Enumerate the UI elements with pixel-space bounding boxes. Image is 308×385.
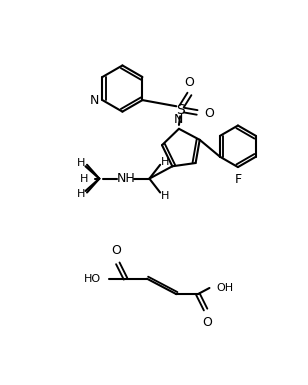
Text: O: O <box>204 107 214 120</box>
Text: N: N <box>174 114 184 127</box>
Text: N: N <box>90 94 99 107</box>
Text: O: O <box>184 76 194 89</box>
Text: H: H <box>160 157 169 167</box>
Text: HO: HO <box>84 274 101 284</box>
Text: S: S <box>176 103 184 117</box>
Text: H: H <box>77 189 85 199</box>
Text: O: O <box>202 316 212 329</box>
Text: O: O <box>111 244 121 257</box>
Text: H: H <box>77 158 85 168</box>
Text: OH: OH <box>216 283 233 293</box>
Text: H: H <box>80 174 89 184</box>
Text: NH: NH <box>117 172 136 185</box>
Text: F: F <box>234 173 241 186</box>
Text: H: H <box>160 191 169 201</box>
